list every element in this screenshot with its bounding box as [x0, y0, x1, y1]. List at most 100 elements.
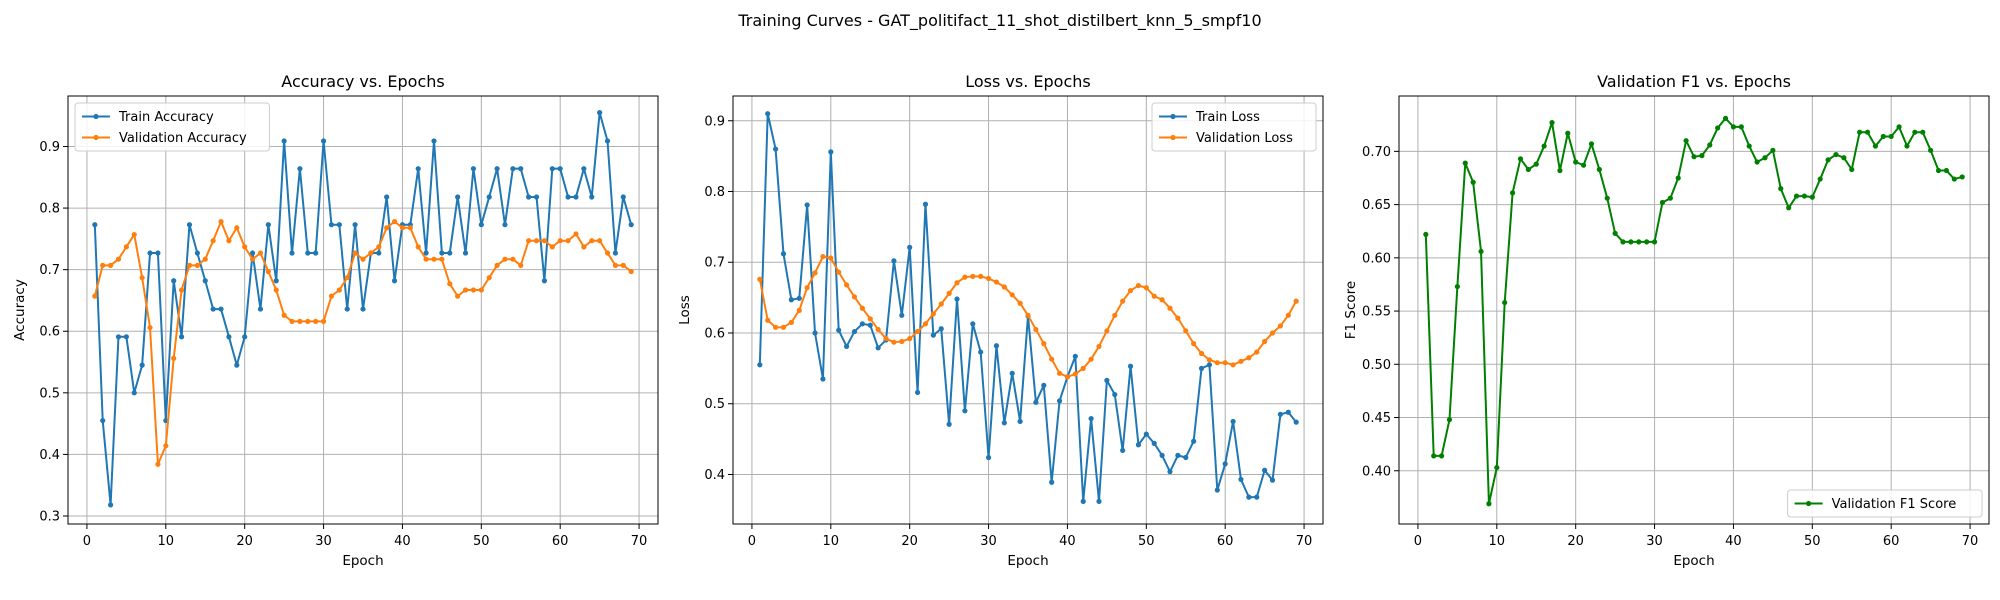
data-point [1198, 365, 1205, 371]
legend-swatch-marker [93, 134, 99, 141]
data-point [843, 343, 850, 350]
legend-swatch-marker [1170, 134, 1176, 141]
data-point [336, 287, 342, 293]
data-point [1446, 417, 1453, 423]
data-point [1849, 166, 1855, 173]
data-point [1277, 411, 1284, 417]
data-point [1738, 124, 1744, 130]
data-point [1935, 167, 1942, 174]
data-point [1143, 431, 1149, 437]
legend-swatch-marker [93, 113, 99, 120]
x-tick-label: 20 [901, 534, 918, 549]
data-point [1238, 476, 1244, 483]
data-point [131, 231, 137, 238]
data-point [407, 225, 413, 231]
data-point [757, 276, 763, 282]
data-point [1254, 349, 1260, 355]
data-point [1762, 155, 1768, 161]
subplot-title: Accuracy vs. Epochs [281, 72, 444, 91]
data-point [1754, 159, 1760, 165]
data-point [439, 256, 445, 262]
data-point [993, 279, 1000, 285]
data-point [1604, 195, 1610, 201]
axes-frame [1398, 95, 1990, 525]
legend-label: Validation F1 Score [1832, 497, 1957, 512]
data-point [851, 294, 858, 300]
data-point [1596, 166, 1602, 173]
data-point [115, 256, 122, 262]
data-point [384, 225, 390, 231]
data-point [557, 238, 563, 244]
data-point [604, 250, 611, 256]
y-axis-label: F1 Score [1343, 281, 1359, 339]
grid-lines [1399, 96, 1989, 524]
y-tick-label: 0.3 [39, 509, 60, 524]
series-1 [757, 111, 1299, 504]
x-tick-label: 10 [823, 534, 840, 549]
data-point [907, 244, 913, 250]
data-point [194, 250, 200, 256]
data-point [297, 166, 303, 172]
x-tick-label: 0 [748, 534, 756, 549]
x-tick-label: 60 [1883, 534, 1900, 549]
data-point [938, 301, 944, 307]
legend-label: Validation Accuracy [119, 131, 247, 146]
data-point [368, 250, 374, 256]
x-axis-label: Epoch [1673, 553, 1714, 569]
y-tick-label: 0.8 [704, 185, 725, 200]
data-point [1230, 418, 1236, 425]
data-point [305, 318, 311, 324]
data-point [1880, 133, 1886, 140]
data-point [541, 278, 548, 284]
data-point [954, 296, 960, 302]
data-point [1707, 142, 1713, 148]
data-point [391, 278, 398, 284]
data-point [1715, 125, 1721, 131]
data-point [1191, 341, 1197, 347]
data-point [1620, 239, 1626, 245]
data-point [1675, 175, 1681, 181]
y-tick-label: 0.9 [704, 114, 725, 129]
data-point [993, 343, 1000, 349]
data-point [589, 194, 595, 200]
x-tick-label: 30 [1646, 534, 1663, 549]
data-point [1541, 143, 1547, 149]
data-point [1573, 159, 1579, 165]
data-point [978, 349, 984, 355]
x-tick-label: 50 [473, 534, 490, 549]
series-1 [92, 110, 634, 508]
series-2 [92, 219, 634, 467]
axes-frame [732, 95, 1324, 525]
data-point [234, 225, 240, 231]
data-point [1628, 239, 1634, 245]
data-point [549, 166, 555, 172]
data-point [486, 194, 492, 200]
data-point [202, 256, 208, 262]
data-point [804, 202, 810, 208]
data-point [1872, 143, 1879, 149]
data-point [123, 244, 129, 250]
data-point [1064, 374, 1071, 380]
data-point [533, 238, 540, 244]
data-point [352, 250, 358, 256]
x-tick-label: 70 [1296, 534, 1313, 549]
data-point [1246, 355, 1252, 361]
data-point [620, 194, 626, 200]
data-point [1636, 239, 1642, 245]
data-point [836, 269, 842, 275]
data-point [1096, 498, 1102, 504]
data-point [565, 238, 571, 244]
data-point [970, 273, 976, 279]
data-point [1017, 418, 1023, 425]
data-point [891, 258, 897, 264]
data-point [907, 336, 913, 342]
data-point [867, 322, 873, 328]
data-point [1230, 362, 1236, 368]
data-point [891, 339, 897, 345]
data-point [820, 376, 826, 382]
data-point [962, 408, 968, 414]
x-tick-label: 30 [980, 534, 997, 549]
x-tick-label: 60 [552, 534, 569, 549]
